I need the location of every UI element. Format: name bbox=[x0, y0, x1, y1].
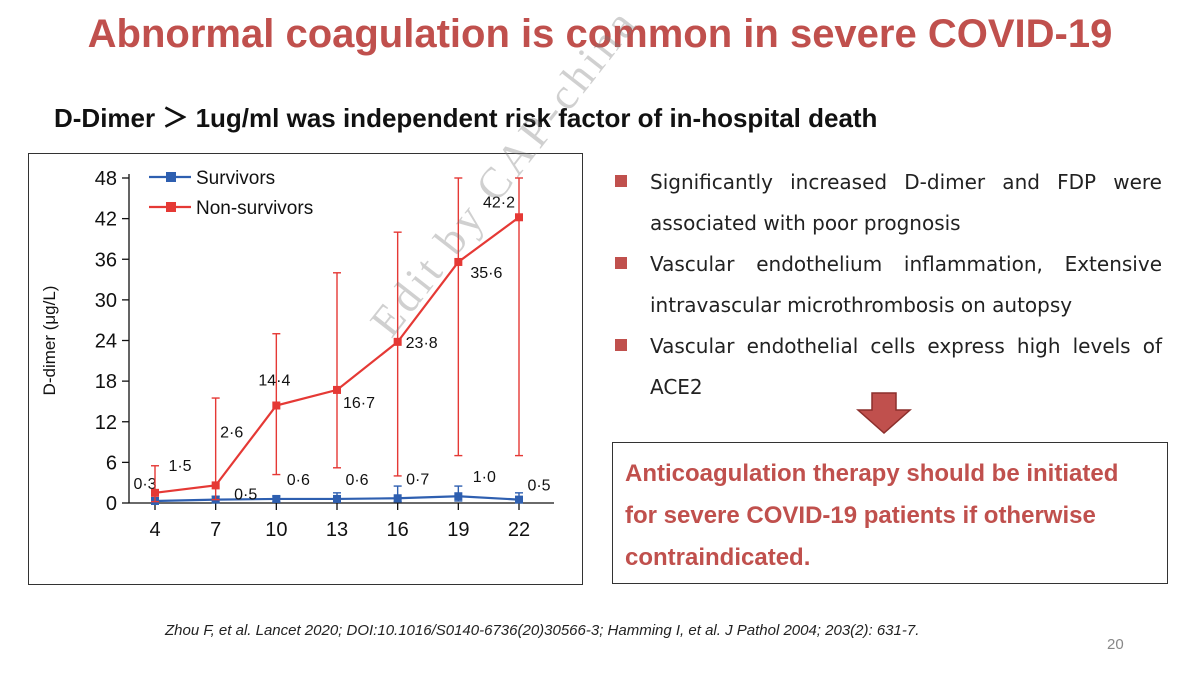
square-bullet-icon bbox=[615, 175, 627, 187]
x-tick-label: 19 bbox=[447, 519, 469, 541]
y-tick-label: 24 bbox=[95, 331, 117, 353]
y-tick-label: 12 bbox=[95, 412, 117, 434]
data-label: 0·5 bbox=[527, 478, 550, 495]
data-point bbox=[211, 481, 220, 490]
bullet-text: Vascular endothelium inflammation, Exten… bbox=[650, 252, 1162, 317]
data-label: 35·6 bbox=[470, 265, 502, 282]
data-point bbox=[272, 401, 281, 410]
data-point bbox=[454, 492, 463, 501]
data-label: 1·5 bbox=[168, 458, 191, 475]
y-tick-label: 42 bbox=[95, 209, 117, 231]
chart-panel: 0 6 12 18 24 30 36 42 48 4 7 10 13 16 19 22 D-dimer (μg/… bbox=[28, 153, 583, 585]
y-axis-label: D-dimer (μg/L) bbox=[40, 286, 59, 396]
data-label: 0·6 bbox=[345, 472, 368, 489]
data-label: 2·6 bbox=[220, 424, 243, 441]
legend-marker bbox=[166, 172, 176, 182]
data-point bbox=[151, 488, 159, 497]
data-label: 0·7 bbox=[406, 471, 429, 488]
bullet-item: Vascular endothelium inflammation, Exten… bbox=[612, 244, 1162, 326]
data-label: 0·5 bbox=[234, 487, 257, 504]
citation: Zhou F, et al. Lancet 2020; DOI:10.1016/… bbox=[165, 622, 920, 639]
data-point bbox=[515, 495, 523, 504]
x-tick-label: 16 bbox=[387, 519, 409, 541]
data-label: 16·7 bbox=[343, 395, 375, 412]
square-bullet-icon bbox=[615, 339, 627, 351]
data-point bbox=[333, 385, 341, 394]
callout-box: Anticoagulation therapy should be initia… bbox=[612, 442, 1168, 584]
data-label: 23·8 bbox=[406, 335, 438, 352]
y-tick-label: 18 bbox=[95, 371, 117, 393]
bullet-text: Significantly increased D-dimer and FDP … bbox=[650, 170, 1162, 235]
y-tick-label: 6 bbox=[106, 452, 117, 474]
y-tick-label: 0 bbox=[106, 493, 117, 515]
legend-label: Non-survivors bbox=[196, 198, 313, 219]
x-tick-label: 22 bbox=[508, 519, 530, 541]
slide-title: Abnormal coagulation is common in severe… bbox=[87, 12, 1113, 56]
bullet-list: Significantly increased D-dimer and FDP … bbox=[612, 162, 1162, 408]
page-number: 20 bbox=[1107, 636, 1124, 653]
bullet-item: Vascular endothelial cells express high … bbox=[612, 326, 1162, 408]
data-point bbox=[333, 494, 341, 503]
square-bullet-icon bbox=[615, 257, 627, 269]
data-label: 42·2 bbox=[483, 194, 515, 211]
data-label: 0·6 bbox=[287, 472, 310, 489]
data-point bbox=[393, 337, 402, 346]
y-tick-label: 36 bbox=[95, 249, 117, 271]
data-point bbox=[393, 494, 402, 503]
y-tick-label: 48 bbox=[95, 168, 117, 190]
x-tick-label: 10 bbox=[265, 519, 287, 541]
data-point bbox=[272, 494, 281, 503]
data-label: 1·0 bbox=[473, 469, 496, 486]
data-label: 14·4 bbox=[258, 373, 290, 390]
slide-subtitle: D-Dimer ＞ 1ug/ml was independent risk fa… bbox=[54, 103, 878, 133]
x-tick-label: 7 bbox=[210, 519, 221, 541]
bullet-text: Vascular endothelial cells express high … bbox=[650, 334, 1162, 399]
d-dimer-chart: 0 6 12 18 24 30 36 42 48 4 7 10 13 16 19 22 D-dimer (μg/… bbox=[40, 168, 554, 541]
y-tick-label: 30 bbox=[95, 290, 117, 312]
data-point bbox=[515, 213, 523, 222]
legend-marker bbox=[166, 202, 176, 212]
down-arrow-icon bbox=[856, 392, 912, 434]
data-label: 0·3 bbox=[133, 476, 156, 493]
data-point bbox=[454, 257, 463, 266]
x-tick-label: 4 bbox=[149, 519, 160, 541]
x-tick-label: 13 bbox=[326, 519, 348, 541]
bullet-item: Significantly increased D-dimer and FDP … bbox=[612, 162, 1162, 244]
legend-label: Survivors bbox=[196, 168, 275, 189]
